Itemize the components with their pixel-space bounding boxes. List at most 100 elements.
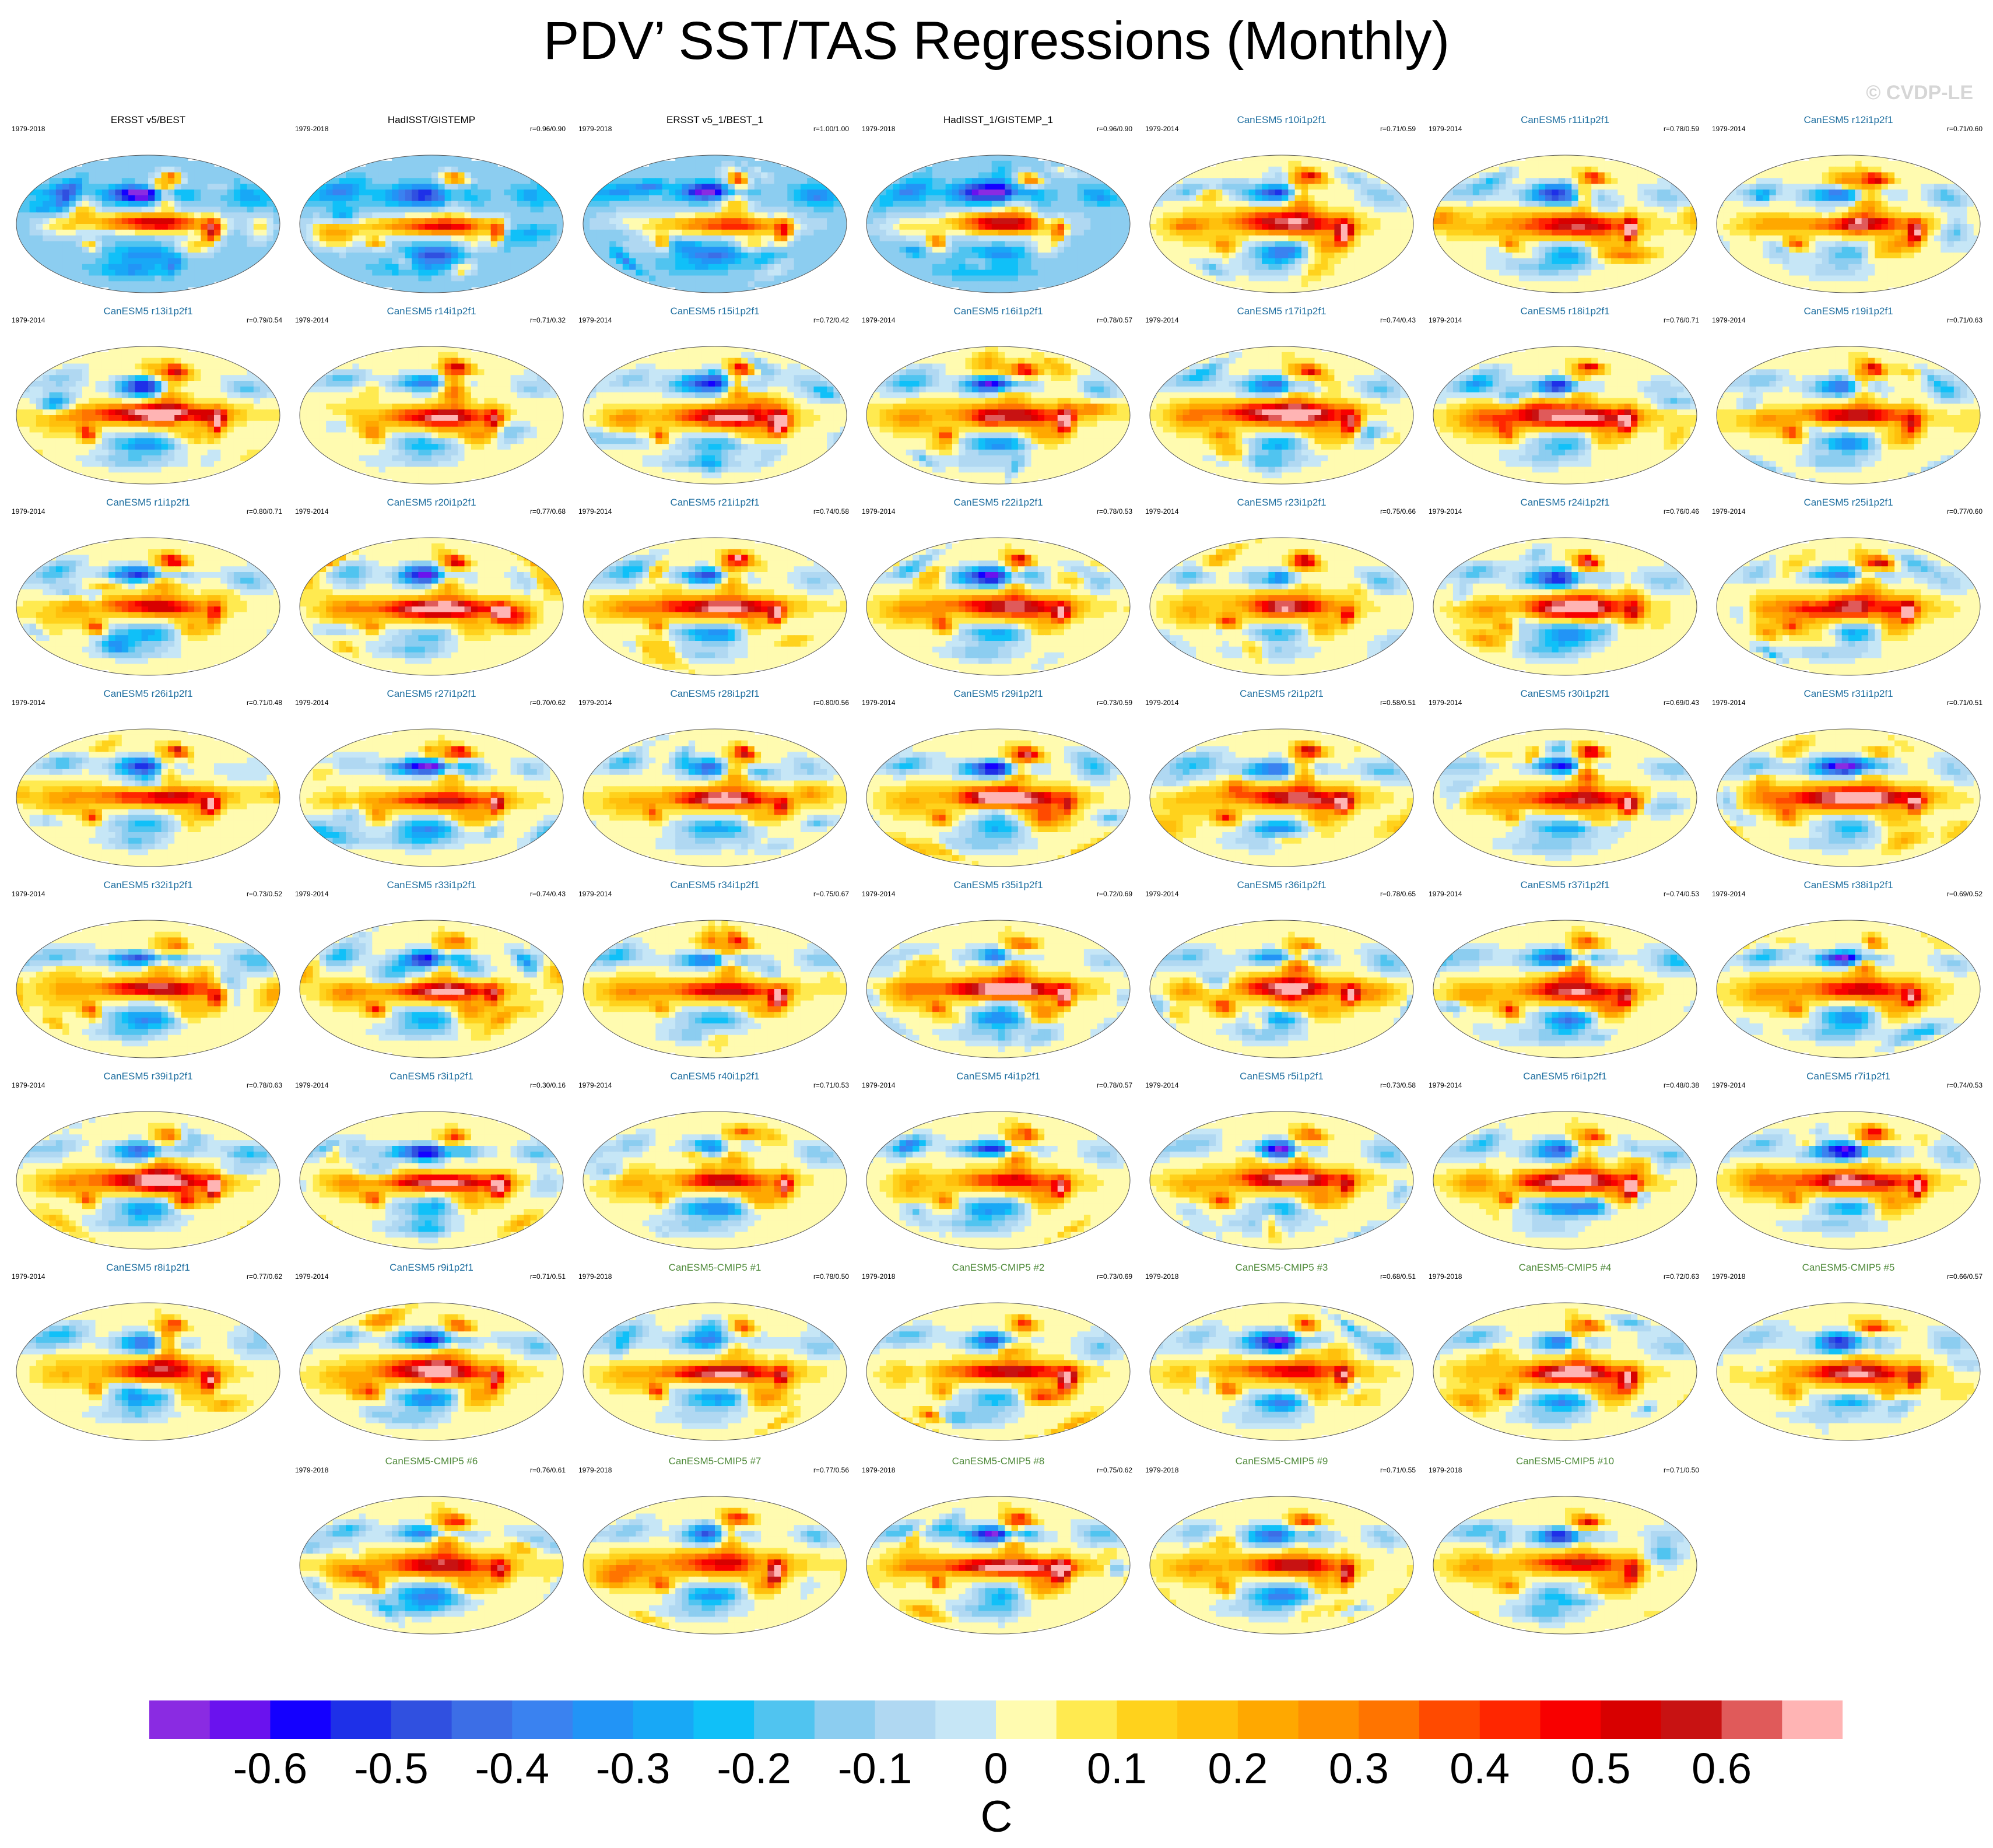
panel-period: 1979-2018	[578, 1272, 612, 1281]
map-outline	[1149, 1302, 1414, 1441]
panel-period: 1979-2018	[1145, 1272, 1178, 1281]
panel-correlation: r=0.71/0.63	[1947, 316, 1983, 324]
regression-field	[866, 729, 1130, 867]
colorbar-tick-label: 0.2	[1208, 1744, 1268, 1793]
panel-correlation: r=0.58/0.51	[1380, 699, 1416, 707]
map-panel-plot	[866, 1496, 1131, 1635]
panel-period: 1979-2018	[862, 1272, 895, 1281]
map-panel: CanESM5 r7i1p2f1 1979-2014 r=0.74/0.53	[1708, 1065, 1988, 1256]
map-panel: CanESM5 r25i1p2f1 1979-2014 r=0.77/0.60	[1708, 491, 1988, 682]
map-panel-plot	[1716, 537, 1981, 676]
regression-field	[300, 538, 563, 675]
panel-period: 1979-2014	[862, 890, 895, 898]
map-outline	[299, 728, 564, 867]
panel-title: CanESM5-CMIP5 #7	[575, 1456, 855, 1467]
map-outline	[16, 1302, 280, 1441]
panel-period: 1979-2018	[1712, 1272, 1745, 1281]
panel-period: 1979-2014	[12, 1272, 45, 1281]
panel-correlation: r=0.75/0.67	[813, 890, 849, 898]
panel-title: CanESM5 r28i1p2f1	[575, 688, 855, 700]
map-panel-plot	[16, 1111, 280, 1250]
map-panel: CanESM5 r29i1p2f1 1979-2014 r=0.73/0.59	[858, 682, 1138, 874]
map-panel: CanESM5 r31i1p2f1 1979-2014 r=0.71/0.51	[1708, 682, 1988, 874]
map-panel: CanESM5 r33i1p2f1 1979-2014 r=0.74/0.43	[292, 874, 571, 1065]
panel-correlation: r=0.78/0.53	[1097, 507, 1132, 516]
map-panel: CanESM5 r32i1p2f1 1979-2014 r=0.73/0.52	[8, 874, 288, 1065]
panel-title: CanESM5 r5i1p2f1	[1142, 1071, 1422, 1082]
panel-correlation: r=0.77/0.68	[530, 507, 566, 516]
regression-field	[1433, 1303, 1697, 1440]
panel-period: 1979-2014	[578, 890, 612, 898]
map-panel: CanESM5 r39i1p2f1 1979-2014 r=0.78/0.63	[8, 1065, 288, 1256]
map-outline	[866, 155, 1131, 293]
map-panel-plot	[866, 1302, 1131, 1441]
regression-field	[1717, 155, 1980, 293]
map-panel-plot	[16, 155, 280, 293]
colorbar-swatch	[754, 1700, 815, 1739]
panel-period: 1979-2014	[578, 699, 612, 707]
map-panel-plot	[1716, 155, 1981, 293]
panel-period: 1979-2018	[1429, 1466, 1462, 1474]
map-outline	[16, 346, 280, 485]
map-panel-plot	[16, 537, 280, 676]
panel-period: 1979-2014	[578, 507, 612, 516]
map-panel-plot	[866, 920, 1131, 1058]
map-outline	[1149, 346, 1414, 485]
map-panel-plot	[866, 537, 1131, 676]
panel-correlation: r=0.75/0.66	[1380, 507, 1416, 516]
panel-title: CanESM5 r14i1p2f1	[292, 306, 571, 317]
colorbar-swatch	[814, 1700, 876, 1739]
panel-title: CanESM5 r30i1p2f1	[1425, 688, 1705, 700]
map-panel: CanESM5-CMIP5 #4 1979-2018 r=0.72/0.63	[1425, 1256, 1705, 1447]
panel-period: 1979-2014	[862, 316, 895, 324]
map-outline	[1433, 155, 1697, 293]
panel-title: CanESM5-CMIP5 #8	[858, 1456, 1138, 1467]
regression-field	[583, 346, 847, 484]
colorbar-tick-label: -0.3	[596, 1744, 671, 1793]
panel-period: 1979-2014	[1429, 699, 1462, 707]
regression-field	[1717, 920, 1980, 1058]
map-panel-plot	[583, 920, 847, 1058]
panel-period: 1979-2014	[1712, 125, 1745, 133]
regression-field	[16, 729, 280, 867]
map-outline	[1149, 537, 1414, 676]
map-panel: CanESM5 r35i1p2f1 1979-2014 r=0.72/0.69	[858, 874, 1138, 1065]
panel-title: CanESM5 r15i1p2f1	[575, 306, 855, 317]
map-panel-plot	[1716, 920, 1981, 1058]
panel-title: CanESM5 r1i1p2f1	[8, 497, 288, 509]
panel-period: 1979-2014	[12, 316, 45, 324]
map-panel-plot	[583, 155, 847, 293]
map-panel: CanESM5 r21i1p2f1 1979-2014 r=0.74/0.58	[575, 491, 855, 682]
colorbar-swatch	[1177, 1700, 1238, 1739]
colorbar-swatch	[149, 1700, 210, 1739]
map-panel-plot	[1149, 728, 1414, 867]
panel-correlation: r=0.74/0.53	[1947, 1081, 1983, 1089]
panel-correlation: r=0.69/0.52	[1947, 890, 1983, 898]
panel-title: CanESM5 r12i1p2f1	[1708, 114, 1988, 126]
map-panel: ERSST v5/BEST 1979-2018	[8, 108, 288, 300]
map-panel: HadISST_1/GISTEMP_1 1979-2018 r=0.96/0.90	[858, 108, 1138, 300]
map-outline	[16, 1111, 280, 1250]
map-panel: CanESM5 r8i1p2f1 1979-2014 r=0.77/0.62	[8, 1256, 288, 1447]
panel-correlation: r=0.72/0.42	[813, 316, 849, 324]
panel-period: 1979-2014	[862, 1081, 895, 1089]
regression-field	[16, 538, 280, 675]
colorbar-swatch	[331, 1700, 392, 1739]
panel-title: CanESM5 r29i1p2f1	[858, 688, 1138, 700]
map-outline	[1149, 1111, 1414, 1250]
map-panel-plot	[1433, 1302, 1697, 1441]
map-panel: CanESM5 r15i1p2f1 1979-2014 r=0.72/0.42	[575, 300, 855, 491]
map-panel-plot	[583, 1302, 847, 1441]
map-panel: CanESM5 r2i1p2f1 1979-2014 r=0.58/0.51	[1142, 682, 1422, 874]
map-panel: CanESM5 r30i1p2f1 1979-2014 r=0.69/0.43	[1425, 682, 1705, 874]
regression-field	[1150, 1496, 1413, 1634]
map-panel-plot	[1716, 1302, 1981, 1441]
panel-period: 1979-2018	[1429, 1272, 1462, 1281]
map-panel-plot	[299, 728, 564, 867]
panel-period: 1979-2014	[1712, 1081, 1745, 1089]
regression-field	[866, 1303, 1130, 1440]
map-outline	[299, 1111, 564, 1250]
panel-period: 1979-2018	[295, 1466, 328, 1474]
panel-correlation: r=0.72/0.69	[1097, 890, 1132, 898]
panel-correlation: r=0.79/0.54	[247, 316, 282, 324]
